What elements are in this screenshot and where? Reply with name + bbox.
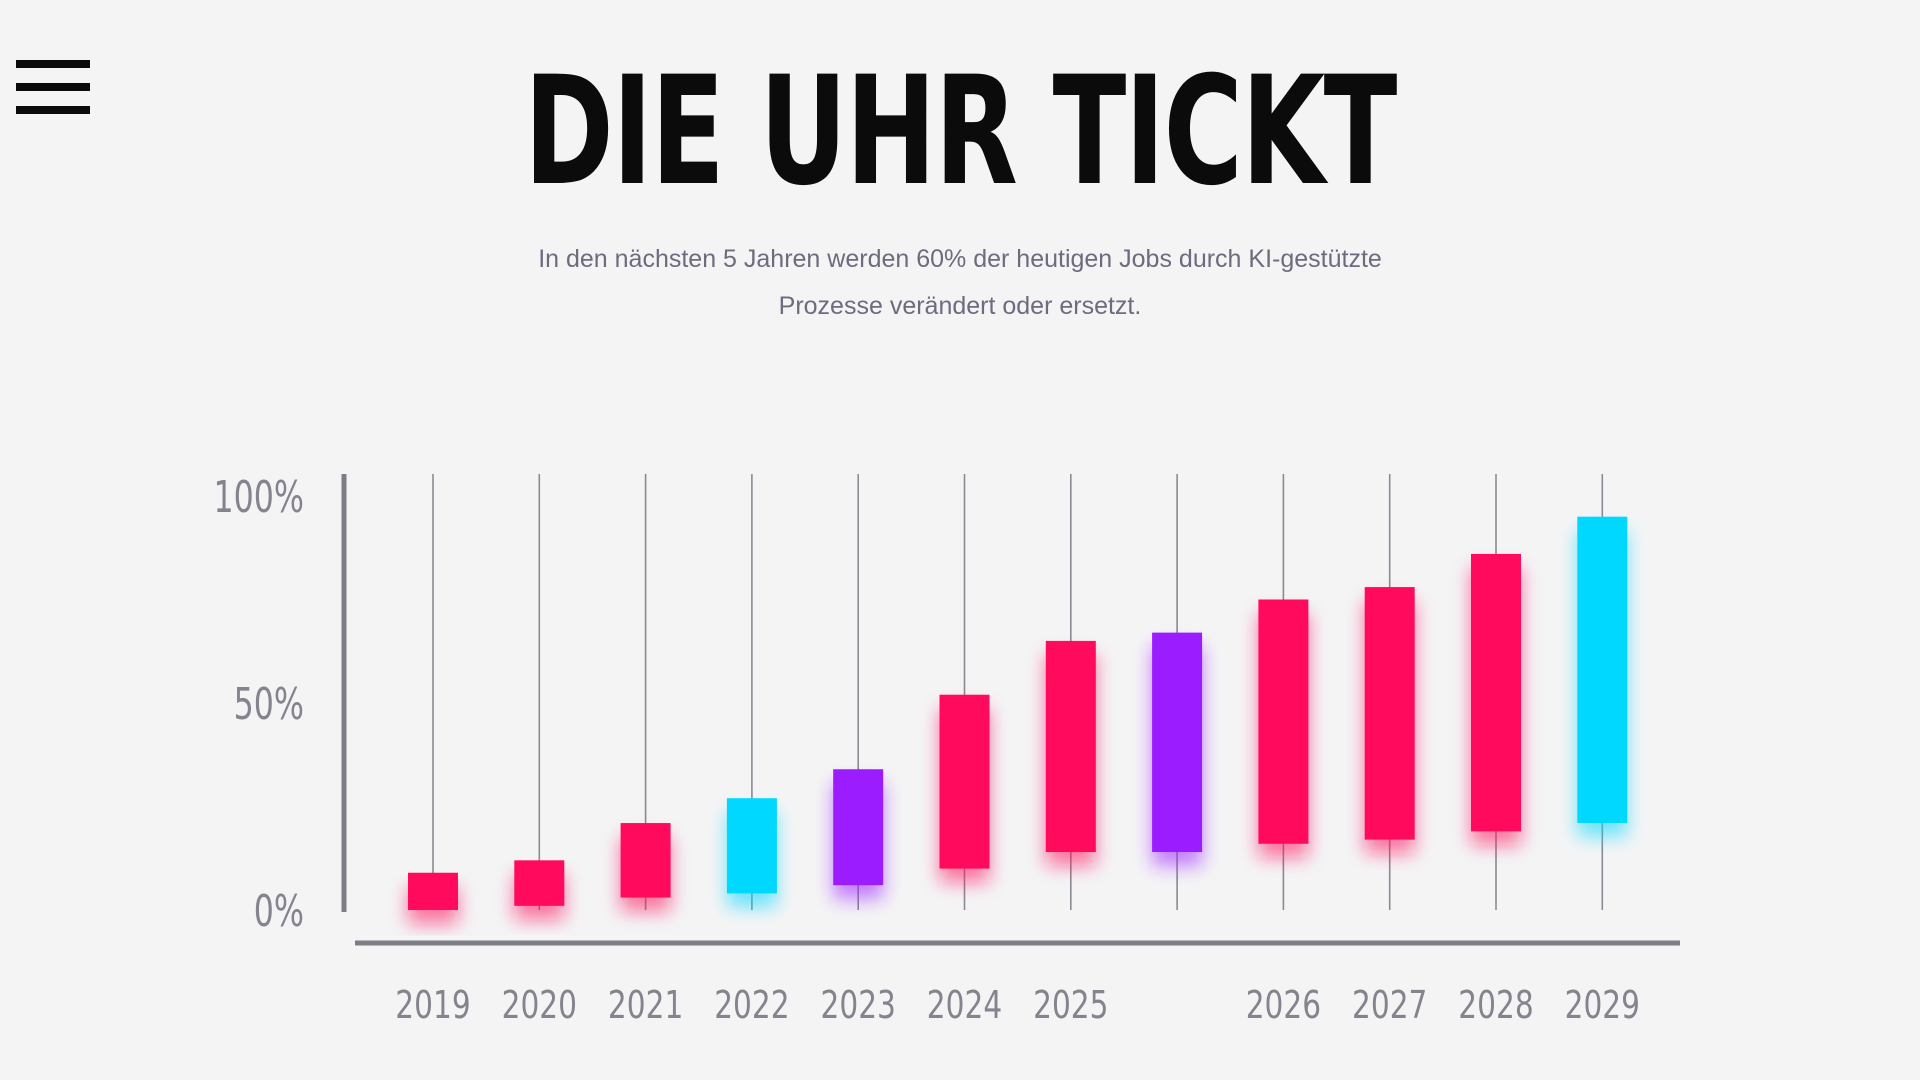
- x-tick-label: 2029: [1565, 983, 1640, 1028]
- axis-layer: [341, 474, 1680, 946]
- wick-layer: [432, 474, 1604, 910]
- menu-bar-middle: [16, 83, 90, 91]
- x-tick-label: 2025: [1033, 983, 1108, 1028]
- x-tick-label: 2027: [1352, 983, 1427, 1028]
- candle-body: [1258, 599, 1309, 844]
- page-title: DIE UHR TICKT: [524, 45, 1397, 219]
- candle-body: [1364, 587, 1415, 840]
- glow-layer: [408, 530, 1628, 924]
- subtitle-line-1: In den nächsten 5 Jahren werden 60% der …: [538, 245, 1382, 273]
- candle-body: [620, 823, 671, 898]
- candle-body: [1045, 640, 1096, 853]
- x-tick-label: 2024: [927, 983, 1002, 1028]
- y-tick-label: 50%: [234, 679, 304, 731]
- candle-body: [833, 769, 884, 886]
- subtitle-line-2: Prozesse verändert oder ersetzt.: [778, 292, 1142, 320]
- candle-body: [1471, 553, 1521, 832]
- x-tick-label: 2020: [502, 983, 577, 1028]
- candle-body: [514, 860, 565, 906]
- hamburger-menu-icon[interactable]: [16, 60, 90, 116]
- x-tick-label: 2019: [395, 983, 470, 1028]
- candle-body: [726, 798, 777, 894]
- x-tick-label: 2022: [714, 983, 789, 1028]
- candle-layer: [408, 516, 1628, 910]
- x-tick-label: 2023: [821, 983, 896, 1028]
- page-subtitle: In den nächsten 5 Jahren werden 60% der …: [460, 236, 1460, 330]
- menu-bar-top: [16, 60, 90, 68]
- candle-body: [1152, 632, 1203, 853]
- candle-body: [408, 872, 458, 910]
- x-tick-label: 2026: [1246, 983, 1321, 1028]
- candle-body: [1577, 516, 1628, 824]
- menu-bar-bottom: [16, 106, 90, 114]
- x-tick-label: 2021: [608, 983, 683, 1028]
- y-tick-label: 100%: [213, 472, 304, 524]
- y-tick-label: 0%: [254, 886, 304, 938]
- label-layer: 2019 2020 2021 2022 2023 2024 2025 2026 2027 2028…: [213, 472, 1640, 1028]
- candle-body: [939, 694, 990, 869]
- x-tick-label: 2028: [1458, 983, 1533, 1028]
